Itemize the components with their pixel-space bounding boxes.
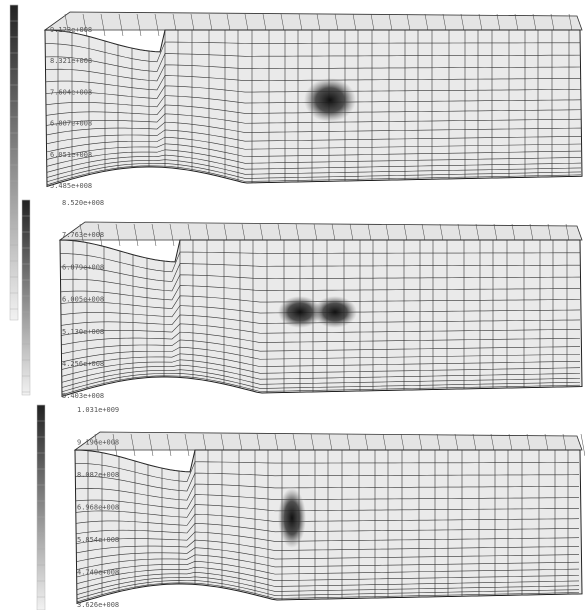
mesh-grid [60,240,581,397]
stress-spot [313,296,357,328]
mesh-line [75,494,580,510]
mesh-line [45,143,582,161]
colorbar-label: 7.604e+008 [50,88,92,96]
mesh-line [45,113,582,126]
mesh-line [45,53,582,72]
mesh-line [100,13,106,37]
colorbar [36,404,46,610]
colorbar-label: 7.763e+008 [62,231,104,239]
mesh-line [75,504,580,518]
stress-spot [278,488,306,548]
mesh-line [75,560,580,578]
stress-spot [304,78,356,122]
colorbar-label: 3.403e+008 [62,392,104,400]
mesh-panel [73,431,585,605]
mesh-line [60,346,581,363]
mesh-line [151,223,157,247]
colorbar-label: 6.968e+008 [77,504,119,512]
mesh-line [60,331,581,346]
colorbar-label: 6.887e+008 [50,120,92,128]
mesh-line [154,13,160,37]
mesh-line [75,580,580,600]
colorbar-label: 5.485e+008 [50,182,92,190]
mesh-line [60,339,581,355]
mesh-line [45,121,582,136]
mesh-line [118,13,124,37]
mesh-line [130,433,136,457]
mesh-line [75,572,580,591]
mesh-line [45,149,582,168]
mesh-line [45,165,582,186]
mesh-line [45,75,582,91]
colorbar-label: 8.321e+008 [50,57,92,65]
mesh-line [82,13,88,37]
mesh-line [45,41,582,63]
mesh-line [45,64,582,82]
mesh-top [58,221,583,241]
mesh-panel [43,11,583,188]
mesh-line [75,472,580,492]
mesh-line [75,523,580,535]
mesh-line [148,433,154,457]
mesh-front [74,449,583,605]
colorbar-label: 9.196e+008 [77,439,119,447]
mesh-line [75,513,580,526]
mesh-line [75,566,580,585]
mesh-line [112,433,118,457]
mesh-line [75,539,580,554]
mesh-line [45,136,582,153]
mesh-line [45,154,582,174]
mesh-line [184,433,190,457]
mesh-line [60,285,581,301]
mesh-line [115,223,121,247]
mesh-line [60,373,581,393]
mesh-grid [75,450,580,604]
mesh-panel [58,221,583,398]
colorbar-label: 3.626e+008 [77,601,119,609]
mesh-line [60,263,581,282]
colorbar-label: 5.854e+008 [77,536,119,544]
mesh-line [75,461,580,482]
colorbar-label: 4.256e+008 [62,360,104,368]
mesh-line [97,223,103,247]
mesh-top [43,11,583,31]
colorbar-label: 9.123e+008 [50,26,92,34]
mesh-line [75,531,580,545]
mesh-line [60,369,581,389]
mesh-line [580,433,585,457]
colorbar-label: 4.740e+008 [77,569,119,577]
colorbar-label: 6.879e+008 [62,263,104,271]
mesh-line [75,582,580,603]
mesh-line [75,547,580,563]
mesh-line [75,576,580,596]
colorbar-label: 1.031e+009 [77,406,119,414]
colorbar-label: 5.130e+008 [62,328,104,336]
mesh-line [75,483,580,501]
mesh-line [45,163,582,183]
mesh-line [60,375,581,396]
colorbar [21,199,31,396]
mesh-line [60,353,581,371]
mesh-line [60,274,581,292]
mesh-line [60,323,581,336]
colorbar [9,4,19,321]
mesh-line [60,251,581,273]
colorbar-label: 8.520e+008 [62,199,104,207]
stress-spot [278,296,322,328]
mesh-line [136,13,142,37]
mesh-line [60,364,581,384]
colorbar-label: 6.051e+008 [50,151,92,159]
colorbar-label: 8.082e+008 [77,471,119,479]
mesh-line [75,554,580,571]
mesh-line [45,129,582,145]
mesh-line [169,223,175,247]
mesh-top [73,431,583,451]
colorbar-label: 6.005e+008 [62,296,104,304]
mesh-line [133,223,139,247]
mesh-line [45,159,582,179]
mesh-line [166,433,172,457]
mesh-line [60,359,581,378]
